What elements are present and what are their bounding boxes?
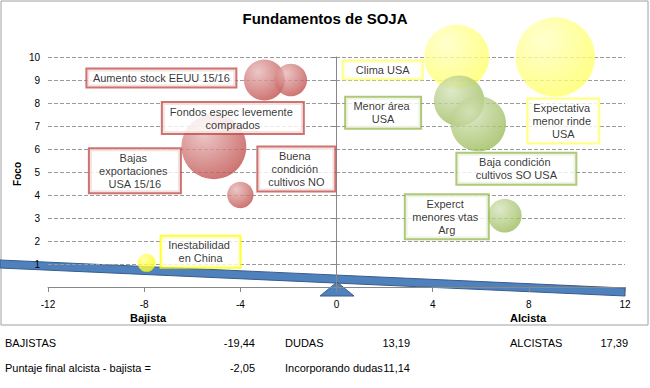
svg-text:12: 12 bbox=[619, 299, 631, 310]
svg-text:comprados: comprados bbox=[206, 119, 261, 131]
svg-text:4: 4 bbox=[34, 190, 40, 201]
svg-text:Bajista: Bajista bbox=[130, 312, 167, 324]
svg-text:ALCISTAS: ALCISTAS bbox=[510, 337, 562, 349]
svg-text:Expectativa: Expectativa bbox=[533, 102, 593, 114]
svg-text:1: 1 bbox=[34, 259, 40, 270]
svg-text:Fundamentos de SOJA: Fundamentos de SOJA bbox=[242, 10, 407, 27]
svg-text:menor rinde: menor rinde bbox=[532, 115, 594, 127]
svg-text:en China: en China bbox=[179, 252, 224, 264]
svg-text:6: 6 bbox=[34, 144, 40, 155]
svg-text:4: 4 bbox=[430, 299, 436, 310]
svg-text:5: 5 bbox=[34, 167, 40, 178]
svg-text:Experct: Experct bbox=[427, 198, 467, 210]
svg-text:Clima USA: Clima USA bbox=[356, 64, 410, 76]
svg-text:-12: -12 bbox=[41, 299, 56, 310]
svg-text:Bajas: Bajas bbox=[120, 152, 151, 164]
svg-text:8: 8 bbox=[526, 299, 532, 310]
svg-text:Incorporando dudas: Incorporando dudas bbox=[285, 362, 383, 374]
svg-text:Puntaje final alcista - bajist: Puntaje final alcista - bajista = bbox=[5, 362, 151, 374]
svg-text:cultivos SO USA: cultivos SO USA bbox=[476, 169, 558, 181]
svg-text:condición: condición bbox=[272, 163, 322, 175]
svg-text:8: 8 bbox=[34, 98, 40, 109]
svg-text:cultivos NO: cultivos NO bbox=[268, 176, 325, 188]
svg-text:USA: USA bbox=[552, 128, 575, 140]
svg-text:USA 15/16: USA 15/16 bbox=[109, 178, 162, 190]
svg-text:Arg: Arg bbox=[438, 224, 455, 236]
svg-text:Inestabilidad: Inestabilidad bbox=[168, 239, 233, 251]
svg-text:Baja condición: Baja condición bbox=[479, 156, 554, 168]
svg-text:menores vtas: menores vtas bbox=[412, 211, 481, 223]
svg-text:Fondos espec levemente: Fondos espec levemente bbox=[170, 106, 296, 118]
svg-text:-8: -8 bbox=[140, 299, 149, 310]
svg-text:11,14: 11,14 bbox=[383, 362, 410, 374]
svg-text:USA: USA bbox=[372, 113, 395, 125]
svg-text:0: 0 bbox=[334, 299, 340, 310]
svg-text:-4: -4 bbox=[236, 299, 245, 310]
svg-text:2: 2 bbox=[34, 236, 40, 247]
svg-text:7: 7 bbox=[34, 121, 40, 132]
svg-text:Menor área: Menor área bbox=[353, 100, 412, 112]
svg-text:Alcista: Alcista bbox=[510, 312, 547, 324]
svg-text:DUDAS: DUDAS bbox=[285, 337, 324, 349]
svg-text:Aumento stock EEUU 15/16: Aumento stock EEUU 15/16 bbox=[93, 72, 230, 84]
svg-text:Buena: Buena bbox=[279, 150, 314, 162]
svg-text:13,19: 13,19 bbox=[382, 337, 410, 349]
svg-text:exportaciones: exportaciones bbox=[99, 165, 171, 177]
svg-text:10: 10 bbox=[29, 52, 41, 63]
svg-text:3: 3 bbox=[34, 213, 40, 224]
svg-text:-19,44: -19,44 bbox=[224, 337, 255, 349]
svg-text:BAJISTAS: BAJISTAS bbox=[5, 337, 56, 349]
svg-text:-2,05: -2,05 bbox=[230, 362, 255, 374]
svg-text:17,39: 17,39 bbox=[600, 337, 628, 349]
svg-text:9: 9 bbox=[34, 75, 40, 86]
svg-text:Foco: Foco bbox=[12, 162, 23, 186]
